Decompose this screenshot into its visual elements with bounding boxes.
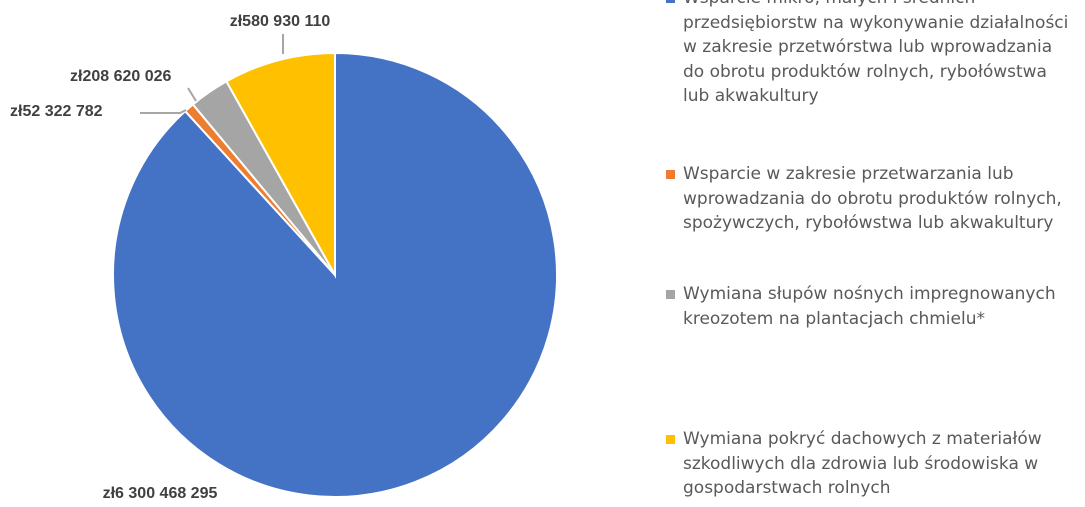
pie-slice bbox=[225, 51, 336, 279]
legend-swatch bbox=[666, 170, 675, 179]
data-label: zł580 930 110 bbox=[230, 13, 331, 30]
legend-label: Wsparcie mikro, małych i średnich przeds… bbox=[683, 0, 1069, 106]
legend-item: Wsparcie mikro, małych i średnich przeds… bbox=[666, 0, 1073, 109]
data-label: zł52 322 782 bbox=[10, 103, 103, 120]
legend-item: Wymiana słupów nośnych impregnowanych kr… bbox=[666, 282, 1073, 331]
legend-swatch bbox=[666, 435, 675, 444]
legend-label: Wymiana pokryć dachowych z materiałów sz… bbox=[683, 429, 1042, 498]
data-label: zł6 300 468 295 bbox=[103, 485, 218, 502]
data-label: zł208 620 026 bbox=[70, 68, 172, 85]
legend-item: Wymiana pokryć dachowych z materiałów sz… bbox=[666, 427, 1073, 501]
legend-swatch bbox=[666, 290, 675, 299]
legend-label: Wsparcie w zakresie przetwarzania lub wp… bbox=[683, 164, 1062, 233]
legend-item: Wsparcie w zakresie przetwarzania lub wp… bbox=[666, 162, 1073, 236]
legend-label: Wymiana słupów nośnych impregnowanych kr… bbox=[683, 284, 1056, 329]
leader-line bbox=[187, 87, 197, 102]
legend-swatch bbox=[666, 0, 675, 3]
leader-line bbox=[140, 109, 187, 114]
